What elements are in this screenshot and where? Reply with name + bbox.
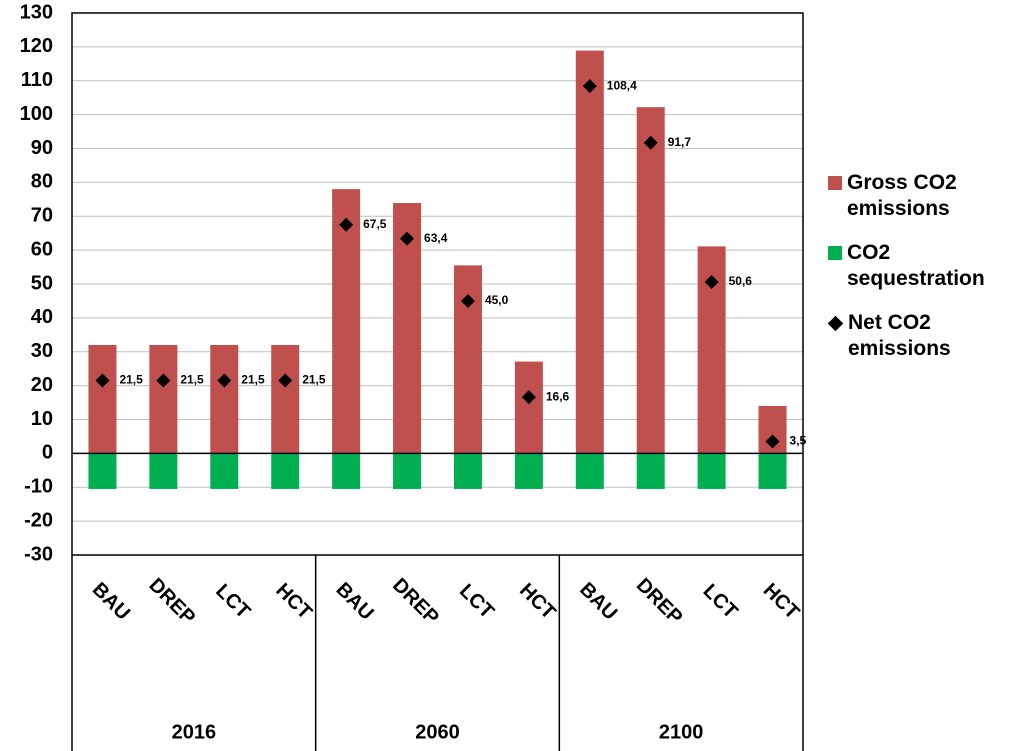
- marker: [95, 373, 110, 388]
- bar: [758, 453, 787, 489]
- legend-label: Net CO2 emissions: [848, 311, 951, 360]
- bar: [332, 189, 361, 454]
- x-tick-label: LCT: [211, 580, 254, 623]
- legend-item: Net CO2 emissions: [827, 310, 1034, 362]
- bar: [453, 265, 482, 454]
- y-tick-label: -20: [24, 509, 53, 531]
- y-tick-label: 100: [20, 103, 53, 125]
- data-label: 21,5: [302, 373, 326, 387]
- legend-item: Gross CO2 emissions: [828, 170, 1034, 222]
- bar: [88, 344, 117, 454]
- y-tick-label: 0: [42, 442, 53, 464]
- data-label: 16,6: [546, 389, 570, 403]
- marker: [217, 373, 232, 388]
- bar: [210, 453, 239, 489]
- bar: [332, 453, 361, 489]
- x-tick-label: LCT: [699, 580, 742, 623]
- y-tick-label: 110: [21, 69, 53, 91]
- data-label: 45,0: [485, 293, 509, 307]
- bar: [697, 453, 726, 489]
- marker: [278, 373, 293, 388]
- bar: [149, 344, 178, 454]
- y-tick-label: -30: [24, 543, 53, 565]
- legend-item: CO2 sequestration: [828, 240, 1034, 292]
- data-label: 21,5: [241, 373, 265, 387]
- plot-frame: [71, 12, 804, 556]
- x-tick-label: DREP: [388, 574, 443, 629]
- y-tick-label: 70: [31, 205, 53, 227]
- bar: [575, 453, 604, 489]
- data-label: 21,5: [180, 373, 204, 387]
- marker: [704, 274, 719, 289]
- y-tick-label: 130: [20, 1, 53, 23]
- x-tick-label: LCT: [455, 580, 498, 623]
- y-tick-label: 50: [31, 272, 53, 294]
- bar: [149, 453, 178, 489]
- data-label: 21,5: [119, 373, 143, 387]
- marker: [156, 373, 171, 388]
- data-label: 91,7: [668, 135, 692, 149]
- y-tick-label: 20: [31, 374, 53, 396]
- bar: [210, 344, 239, 454]
- group-label: 2100: [659, 721, 704, 743]
- bar: [514, 453, 543, 489]
- x-tick-label: HCT: [271, 579, 316, 624]
- y-tick-label: 90: [31, 137, 53, 159]
- x-tick-label: HCT: [759, 579, 804, 624]
- y-tick-label: 30: [31, 340, 53, 362]
- bar: [271, 453, 300, 489]
- marker: [339, 217, 354, 232]
- group-label: 2016: [172, 721, 217, 743]
- y-tick-label: 120: [20, 35, 53, 57]
- bar: [271, 344, 300, 454]
- marker: [765, 434, 780, 449]
- legend-swatch: [827, 315, 844, 332]
- marker: [521, 390, 536, 405]
- marker: [643, 135, 658, 150]
- group-label: 2060: [415, 721, 460, 743]
- data-label: 3,5: [790, 434, 807, 448]
- bar: [453, 453, 482, 489]
- y-tick-label: 40: [31, 306, 53, 328]
- legend-swatch: [828, 246, 842, 260]
- marker: [400, 231, 415, 246]
- x-tick-label: BAU: [332, 578, 378, 624]
- x-tick-label: DREP: [632, 574, 687, 629]
- bar: [393, 453, 422, 489]
- x-tick-label: DREP: [144, 574, 199, 629]
- y-tick-label: 80: [31, 171, 53, 193]
- bar: [636, 107, 665, 454]
- data-label: 67,5: [363, 217, 387, 231]
- legend-label: Gross CO2 emissions: [847, 171, 957, 220]
- bar: [88, 453, 117, 489]
- bar: [636, 453, 665, 489]
- y-tick-label: 60: [31, 238, 53, 260]
- bar: [575, 50, 604, 454]
- x-tick-label: BAU: [575, 578, 621, 624]
- data-label: 50,6: [729, 274, 753, 288]
- legend-label: CO2 sequestration: [847, 241, 985, 290]
- y-tick-label: -10: [24, 476, 53, 498]
- y-tick-label: 10: [31, 408, 53, 430]
- legend: Gross CO2 emissions CO2 sequestration Net …: [827, 170, 1034, 380]
- marker: [582, 79, 597, 94]
- marker: [460, 293, 475, 308]
- x-tick-label: BAU: [88, 578, 134, 624]
- data-label: 108,4: [607, 78, 637, 92]
- legend-swatch: [828, 176, 842, 190]
- bar: [514, 361, 543, 454]
- x-tick-label: HCT: [515, 579, 560, 624]
- data-label: 63,4: [424, 231, 448, 245]
